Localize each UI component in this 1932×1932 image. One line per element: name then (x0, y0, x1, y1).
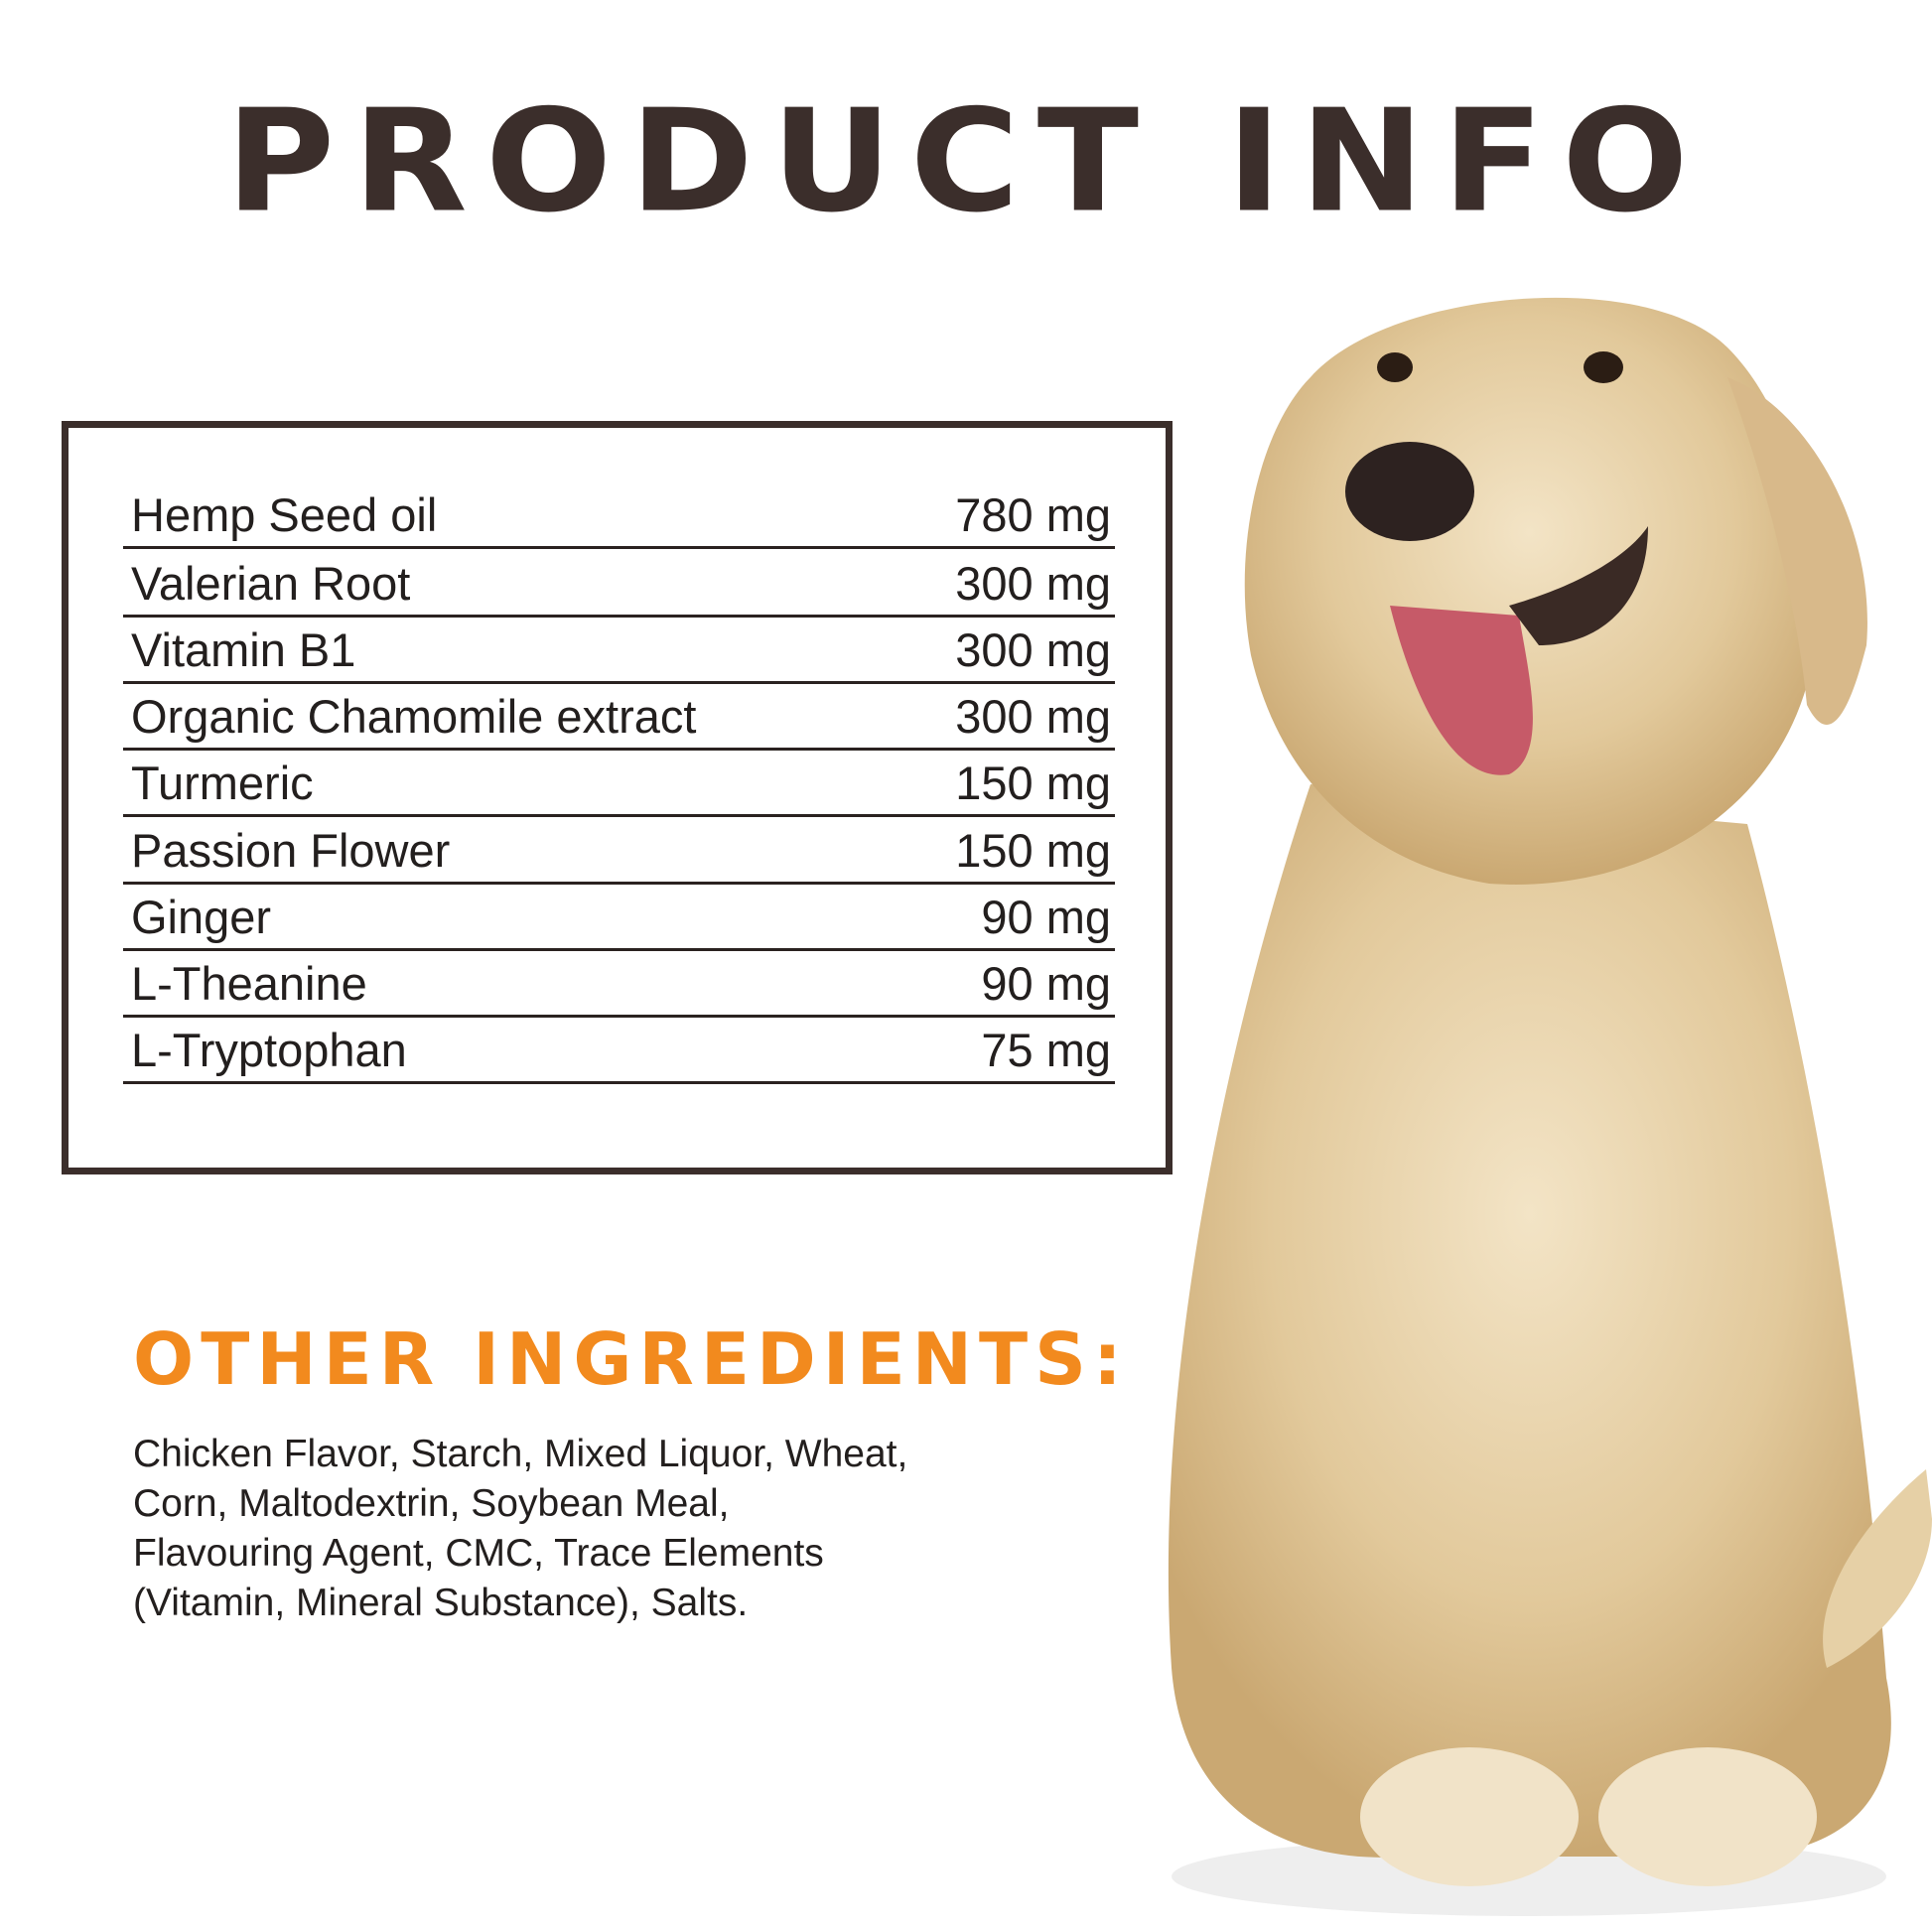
other-ingredients-line: (Vitamin, Mineral Substance), Salts. (133, 1582, 749, 1624)
ingredient-row: Vitamin B1 300 mg (123, 618, 1115, 684)
ingredient-amount: 90 mg (981, 957, 1111, 1010)
ingredient-row: Ginger 90 mg (123, 885, 1115, 951)
ingredient-row: Turmeric 150 mg (123, 751, 1115, 817)
page-title: PRODUCT INFO (225, 79, 1707, 244)
ingredient-amount: 90 mg (981, 891, 1111, 943)
ingredient-row: Hemp Seed oil 780 mg (123, 483, 1115, 549)
ingredient-row: Passion Flower 150 mg (123, 818, 1115, 885)
ingredient-amount: 150 mg (955, 757, 1111, 809)
ingredient-amount: 150 mg (955, 824, 1111, 877)
ingredient-name: Turmeric (131, 757, 314, 809)
ingredient-amount: 780 mg (955, 488, 1111, 541)
ingredient-row: L-Theanine 90 mg (123, 951, 1115, 1018)
other-ingredients-line: Flavouring Agent, CMC, Trace Elements (133, 1532, 824, 1575)
ingredient-row: Valerian Root 300 mg (123, 551, 1115, 618)
ingredients-table-frame (62, 421, 1173, 1174)
ingredient-row: L-Tryptophan 75 mg (123, 1018, 1115, 1084)
other-ingredients-line: Chicken Flavor, Starch, Mixed Liquor, Wh… (133, 1433, 908, 1475)
ingredient-name: L-Theanine (131, 957, 367, 1010)
ingredient-amount: 75 mg (981, 1024, 1111, 1076)
ingredient-name: Organic Chamomile extract (131, 690, 697, 743)
ingredient-name: L-Tryptophan (131, 1024, 407, 1076)
other-ingredients-line: Corn, Maltodextrin, Soybean Meal, (133, 1482, 730, 1525)
ingredient-name: Ginger (131, 891, 272, 943)
ingredient-name: Valerian Root (131, 557, 411, 610)
ingredient-name: Passion Flower (131, 824, 451, 877)
ingredient-name: Vitamin B1 (131, 623, 356, 676)
ingredient-row: Organic Chamomile extract 300 mg (123, 684, 1115, 751)
ingredient-amount: 300 mg (955, 557, 1111, 610)
ingredient-name: Hemp Seed oil (131, 488, 438, 541)
ingredient-amount: 300 mg (955, 623, 1111, 676)
dog-image (1168, 297, 1932, 1916)
other-ingredients-text: Chicken Flavor, Starch, Mixed Liquor, Wh… (133, 1430, 1027, 1628)
other-ingredients-heading: OTHER INGREDIENTS: (133, 1317, 1129, 1401)
ingredient-amount: 300 mg (955, 690, 1111, 743)
